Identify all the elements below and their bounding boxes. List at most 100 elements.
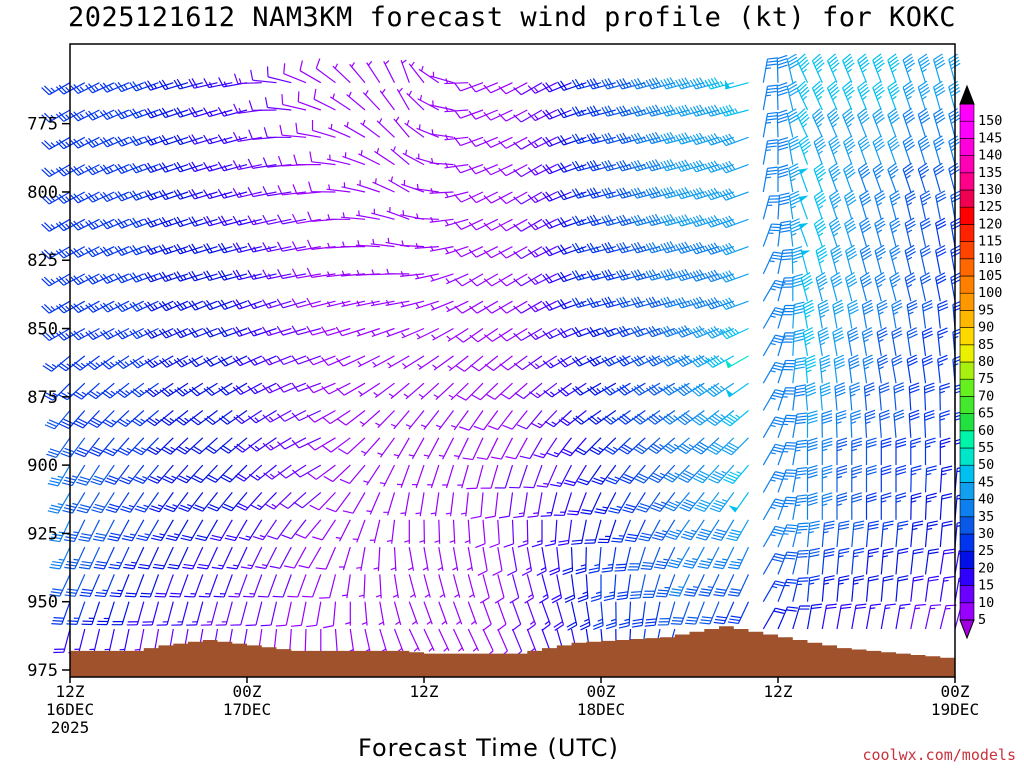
wind-barb-shaft	[476, 246, 499, 258]
wind-barb	[497, 601, 507, 631]
wind-barb-half	[398, 87, 403, 93]
wind-barb-full	[192, 445, 203, 453]
wind-barb-full	[684, 470, 695, 477]
wind-barb	[706, 410, 735, 426]
wind-barb-full	[638, 538, 649, 542]
wind-barb-shaft	[170, 437, 189, 455]
wind-barb-shaft	[400, 59, 410, 83]
wind-barb	[645, 77, 675, 90]
wind-barb-half	[657, 272, 662, 278]
wind-barb-full	[681, 133, 688, 143]
wind-barb-shaft	[74, 574, 86, 597]
wind-barb	[542, 355, 572, 369]
wind-barb	[777, 359, 796, 384]
wind-barb	[388, 382, 410, 400]
wind-barb-shaft	[137, 355, 159, 369]
wind-barb-half	[57, 503, 63, 506]
wind-barb-shaft	[209, 164, 233, 172]
wind-barb-shaft	[672, 464, 690, 483]
wind-barb-shaft	[236, 546, 248, 570]
wind-barb	[188, 243, 218, 255]
wind-barb-full	[79, 535, 91, 539]
wind-barb	[332, 63, 351, 84]
wind-barb-half	[767, 204, 773, 206]
wind-barb	[662, 437, 690, 454]
wind-barb-shaft	[692, 546, 705, 569]
wind-barb-full	[52, 560, 63, 564]
wind-barb-full	[161, 216, 169, 227]
wind-barb-full	[668, 562, 680, 566]
wind-barb-half	[268, 302, 272, 308]
wind-barb	[107, 519, 130, 542]
wind-barb-full	[607, 105, 615, 115]
wind-barb	[468, 164, 499, 175]
wind-barb-full	[114, 83, 122, 92]
wind-barb	[789, 218, 801, 247]
wind-barb	[577, 464, 602, 486]
wind-barb-full	[790, 172, 800, 179]
wind-barb	[311, 119, 336, 138]
wind-barb-shaft	[402, 152, 425, 166]
wind-barb-full	[124, 595, 136, 598]
wind-barb	[655, 574, 676, 598]
wind-barb-full	[786, 578, 798, 581]
wind-barb-shaft	[268, 300, 292, 309]
wind-barb-full	[91, 509, 102, 514]
wind-barb-full	[468, 83, 477, 93]
wind-barb	[828, 162, 841, 193]
wind-barb-half	[430, 512, 436, 515]
wind-barb-full	[96, 623, 108, 626]
wind-barb-half	[466, 567, 473, 571]
wind-barb-full	[73, 422, 84, 429]
wind-barb-full	[800, 272, 811, 279]
wind-barb	[689, 296, 720, 309]
wind-barb	[690, 382, 720, 397]
wind-barb-shaft	[457, 437, 469, 460]
wind-barb-full	[716, 528, 727, 533]
wind-barb-half	[134, 648, 140, 651]
wind-barb-full	[188, 162, 196, 172]
wind-barb-full	[292, 469, 301, 478]
wind-barb-shaft	[71, 492, 86, 514]
wind-barb-full	[262, 269, 269, 280]
wind-barb-half	[170, 446, 176, 451]
wind-barb	[200, 601, 219, 626]
wind-barb-full	[102, 329, 111, 339]
wind-barb-shaft	[88, 519, 101, 542]
wind-barb-half	[833, 205, 839, 210]
wind-barb	[232, 326, 262, 337]
wind-barb-full	[792, 273, 803, 278]
wind-barb-half	[409, 593, 415, 598]
wind-barb-full	[860, 141, 870, 149]
wind-barb-full	[51, 623, 62, 625]
wind-barb-full	[58, 275, 67, 285]
wind-barb-shaft	[427, 437, 440, 460]
wind-barb-half	[400, 301, 405, 307]
wind-barb	[341, 182, 366, 193]
wind-barb-full	[796, 412, 808, 415]
wind-barb-shaft	[276, 519, 292, 540]
wind-barb	[203, 134, 233, 145]
wind-barb-half	[438, 454, 445, 457]
wind-barb-half	[430, 275, 435, 281]
wind-barb-shaft	[92, 300, 115, 313]
wind-barb-full	[815, 141, 826, 149]
wind-barb-half	[109, 167, 114, 172]
wind-barb-half	[379, 482, 386, 485]
wind-barb-full	[686, 619, 697, 622]
wind-barb-full	[841, 603, 852, 606]
wind-barb-full	[788, 163, 799, 169]
wind-barb-full	[217, 216, 225, 226]
wind-barb-shaft	[342, 355, 366, 367]
wind-barb	[557, 107, 587, 119]
wind-barb	[704, 296, 734, 310]
wind-barb-full	[823, 523, 835, 527]
wind-barb-full	[58, 166, 67, 175]
wind-barb-shaft	[497, 519, 500, 544]
wind-barb-shaft	[482, 601, 492, 625]
wind-barb-full	[252, 536, 264, 541]
wind-barb-shaft	[490, 109, 513, 121]
wind-barb-full	[109, 503, 120, 508]
wind-barb-full	[189, 418, 199, 426]
wind-barb	[457, 464, 469, 489]
